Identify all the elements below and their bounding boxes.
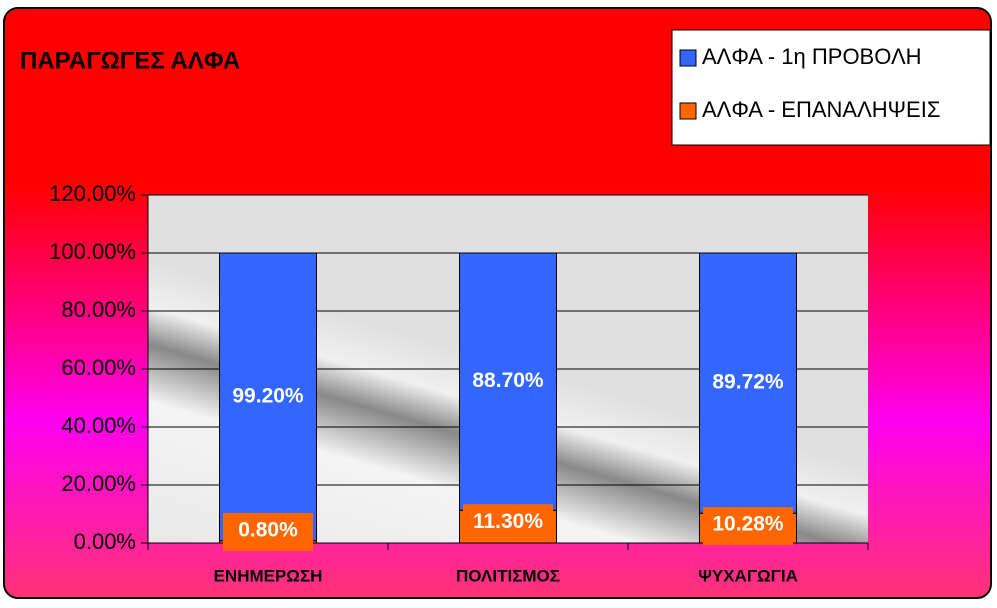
data-label-box: [223, 513, 313, 551]
x-tick-label: ΕΝΗΜΕΡΩΣΗ: [214, 566, 323, 585]
bar-segment: [459, 252, 557, 511]
bar-segment: [699, 252, 797, 514]
data-label: 11.30%: [473, 510, 543, 533]
legend-label: ΑΛΦΑ - ΕΠΑΝΑΛΗΨΕΙΣ: [702, 97, 940, 122]
data-label: 0.80%: [238, 519, 298, 542]
legend-swatch: [679, 49, 697, 67]
y-tick-label: 120.00%: [49, 181, 136, 206]
y-tick-label: 20.00%: [61, 471, 136, 496]
y-tick-label: 80.00%: [61, 297, 136, 322]
y-tick-label: 0.00%: [74, 529, 136, 554]
legend-swatch: [679, 102, 697, 120]
data-label: 99.20%: [232, 384, 304, 407]
data-label: 88.70%: [472, 369, 544, 392]
y-tick-label: 40.00%: [61, 413, 136, 438]
legend-label: ΑΛΦΑ - 1η ΠΡΟΒΟΛΗ: [702, 44, 922, 69]
x-tick-label: ΨΥΧΑΓΩΓΙΑ: [698, 566, 798, 585]
legend: [671, 29, 991, 146]
x-tick-label: ΠΟΛΙΤΙΣΜΟΣ: [456, 566, 560, 585]
y-tick-label: 100.00%: [49, 239, 136, 264]
chart-title: ΠΑΡΑΓΩΓΕΣ ΑΛΦΑ: [20, 47, 240, 74]
data-label: 89.72%: [712, 371, 784, 394]
y-tick-label: 60.00%: [61, 355, 136, 380]
data-label: 10.28%: [712, 513, 784, 536]
bar-segment: [219, 252, 317, 542]
data-label-box: [703, 507, 793, 546]
data-label-box: [463, 504, 553, 543]
